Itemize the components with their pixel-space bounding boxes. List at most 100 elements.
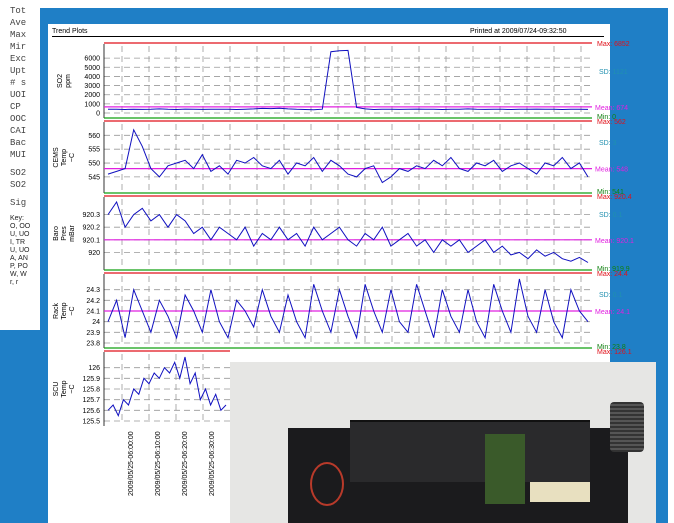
y-axis-label-line: Baro — [53, 226, 60, 241]
y-tick-label: 24.1 — [86, 309, 100, 316]
y-tick-label: 920.1 — [82, 237, 100, 244]
mean-label: Mean: 548 — [595, 167, 628, 174]
data-series-line — [107, 278, 589, 340]
y-tick-label: 125.7 — [82, 397, 100, 404]
y-axis-label: Baro Pres mBar — [53, 224, 76, 241]
y-axis-label-line: Rack — [53, 303, 60, 319]
y-tick-label: 24.2 — [86, 298, 100, 305]
y-axis-label-line: ~C — [69, 306, 76, 315]
y-tick-label: 23.8 — [86, 341, 100, 348]
y-tick-label: 920.3 — [82, 212, 100, 219]
y-axis-label-line: mBar — [69, 224, 76, 241]
max-label: Max: 920.4 — [597, 194, 632, 201]
y-tick-label: 0 — [96, 111, 100, 118]
y-axis-label-line: SO2 — [57, 74, 64, 88]
ribbon-cable — [530, 482, 590, 502]
x-tick-label: 2009/05/25-06:30:00 — [209, 431, 216, 496]
y-tick-label: 23.9 — [86, 330, 100, 337]
title-rule — [52, 36, 604, 37]
red-cable — [310, 462, 344, 506]
background-text-line: # s — [10, 78, 27, 88]
x-tick-label: 2009/05/25-06:10:00 — [155, 431, 162, 496]
background-text-line: SO2 — [10, 180, 27, 190]
min-label: Min: 23.8 — [597, 344, 626, 351]
background-key-line: r, r — [10, 279, 19, 286]
background-key-line: I, TR — [10, 239, 26, 246]
background-text-line: Exc — [10, 54, 27, 64]
y-axis-label: CEMS Temp ~C — [53, 147, 76, 168]
y-axis-label: SCU Temp ~C — [53, 380, 76, 397]
y-axis-label: Rack Temp ~C — [53, 302, 76, 319]
y-tick-label: 125.8 — [82, 387, 100, 394]
min-label: Min: 0 — [597, 114, 616, 121]
data-series-line — [107, 128, 589, 184]
background-blue-panel — [0, 330, 40, 523]
fan-grille — [610, 402, 644, 452]
y-axis-label-line: ~C — [69, 153, 76, 162]
background-text-line: CP — [10, 102, 21, 112]
sd-label: SD: 1121 — [599, 69, 628, 76]
data-series-line — [107, 49, 589, 111]
background-document: Tot Ave Max Mir Exc Upt # s UOI CP OOC CAI Bac MUI SO… — [0, 0, 40, 330]
y-tick-label: 3000 — [84, 83, 100, 90]
max-label: Max: 24.4 — [597, 271, 628, 278]
sd-label: SD: 0.1 — [599, 292, 622, 299]
y-axis-label-line: ~C — [69, 384, 76, 393]
data-series-line — [107, 200, 589, 263]
background-key-line: O, OO — [10, 223, 31, 230]
y-tick-label: 555 — [88, 147, 100, 154]
y-tick-label: 2000 — [84, 92, 100, 99]
sd-label: SD: 3 — [599, 140, 617, 147]
y-axis-label-line: Pres — [61, 226, 68, 241]
y-tick-label: 920.2 — [82, 225, 100, 232]
background-key-line: U, UO — [10, 231, 30, 238]
hardware-photo — [230, 362, 656, 523]
background-text-line: Sig — [10, 198, 27, 208]
y-tick-label: 920 — [88, 250, 100, 257]
max-label: Max: 126.1 — [597, 349, 632, 356]
y-tick-label: 1000 — [84, 101, 100, 108]
x-tick-label: 2009/05/25-06:20:00 — [182, 431, 189, 496]
card-rack — [350, 420, 590, 482]
y-tick-label: 24.3 — [86, 287, 100, 294]
circuit-board — [485, 434, 525, 504]
y-axis-label-line: Temp — [61, 302, 68, 319]
y-tick-label: 550 — [88, 161, 100, 168]
report-title: Trend Plots — [52, 28, 88, 35]
max-label: Max: 6852 — [597, 41, 630, 48]
max-label: Max: 562 — [597, 119, 626, 126]
data-series-line — [107, 356, 227, 418]
y-tick-label: 545 — [88, 174, 100, 181]
y-tick-label: 125.6 — [82, 408, 100, 415]
y-tick-label: 24 — [92, 319, 100, 326]
y-tick-label: 560 — [88, 133, 100, 140]
background-text-line: Upt — [10, 66, 27, 76]
min-label: Min: 919.9 — [597, 266, 630, 273]
background-text-line: MUI — [10, 150, 27, 160]
y-axis-label-line: ppm — [65, 74, 72, 88]
x-tick-label: 2009/05/25-06:00:00 — [128, 431, 135, 496]
background-key-line: Key: — [10, 215, 25, 222]
background-text-line: OOC — [10, 114, 27, 124]
y-axis-label-line: Temp — [61, 149, 68, 166]
mean-label: Mean: 24.1 — [595, 309, 630, 316]
y-axis-label: SO2 ppm — [57, 74, 72, 88]
background-text-line: Tot — [10, 6, 27, 16]
sd-label: SD: 0.1 — [599, 212, 622, 219]
background-text-line: Ave — [10, 18, 27, 28]
background-text-line: Bac — [10, 138, 27, 148]
min-label: Min: 541 — [597, 189, 624, 196]
y-tick-label: 125.5 — [82, 419, 100, 426]
printed-timestamp: Printed at 2009/07/24-09:32:50 — [470, 28, 567, 35]
background-text-line: Max — [10, 30, 27, 40]
background-key-line: W, W — [10, 271, 27, 278]
y-tick-label: 4000 — [84, 74, 100, 81]
background-key-line: P, PO — [10, 263, 28, 270]
background-text-line: SO2 — [10, 168, 27, 178]
mean-label: Mean: 920.1 — [595, 238, 634, 245]
background-text-line: Mir — [10, 42, 27, 52]
y-axis-label-line: CEMS — [53, 147, 60, 168]
y-tick-label: 126 — [88, 365, 100, 372]
background-key-line: A, AN — [10, 255, 28, 262]
